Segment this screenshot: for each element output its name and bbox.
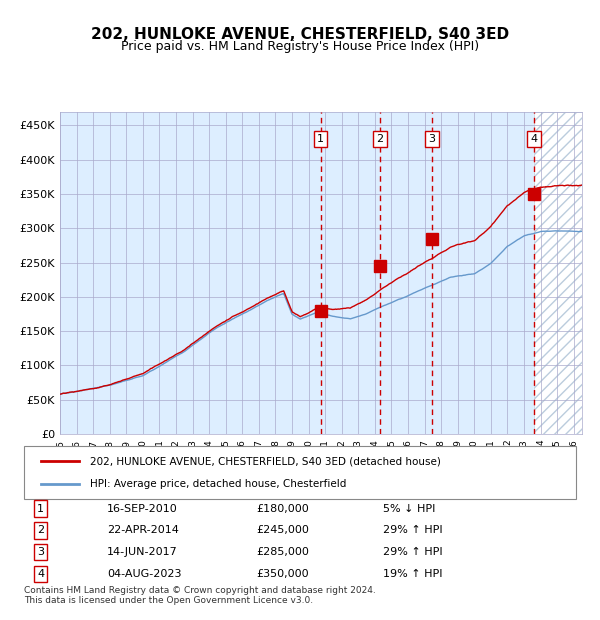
Text: HPI: Average price, detached house, Chesterfield: HPI: Average price, detached house, Ches… [90, 479, 347, 489]
Text: 16-SEP-2010: 16-SEP-2010 [107, 503, 178, 513]
Text: 3: 3 [37, 547, 44, 557]
Text: 3: 3 [428, 134, 436, 144]
Text: £285,000: £285,000 [256, 547, 309, 557]
Text: 1: 1 [317, 134, 324, 144]
Text: 202, HUNLOKE AVENUE, CHESTERFIELD, S40 3ED (detached house): 202, HUNLOKE AVENUE, CHESTERFIELD, S40 3… [90, 456, 441, 466]
Text: 2: 2 [376, 134, 383, 144]
Text: Contains HM Land Registry data © Crown copyright and database right 2024.
This d: Contains HM Land Registry data © Crown c… [24, 586, 376, 605]
Text: 202, HUNLOKE AVENUE, CHESTERFIELD, S40 3ED: 202, HUNLOKE AVENUE, CHESTERFIELD, S40 3… [91, 27, 509, 42]
Bar [534, 112, 582, 434]
Text: 19% ↑ HPI: 19% ↑ HPI [383, 569, 442, 579]
Text: 22-APR-2014: 22-APR-2014 [107, 525, 179, 536]
Text: 4: 4 [530, 134, 538, 144]
Text: 5% ↓ HPI: 5% ↓ HPI [383, 503, 435, 513]
Text: 04-AUG-2023: 04-AUG-2023 [107, 569, 181, 579]
Text: 1: 1 [37, 503, 44, 513]
Text: Price paid vs. HM Land Registry's House Price Index (HPI): Price paid vs. HM Land Registry's House … [121, 40, 479, 53]
Text: 29% ↑ HPI: 29% ↑ HPI [383, 525, 442, 536]
Text: £180,000: £180,000 [256, 503, 308, 513]
Text: 14-JUN-2017: 14-JUN-2017 [107, 547, 178, 557]
Text: £245,000: £245,000 [256, 525, 309, 536]
Bar [534, 112, 582, 434]
FancyBboxPatch shape [24, 446, 576, 499]
Bar [60, 112, 534, 434]
Text: 29% ↑ HPI: 29% ↑ HPI [383, 547, 442, 557]
Text: 4: 4 [37, 569, 44, 579]
Text: 2: 2 [37, 525, 44, 536]
Text: £350,000: £350,000 [256, 569, 308, 579]
